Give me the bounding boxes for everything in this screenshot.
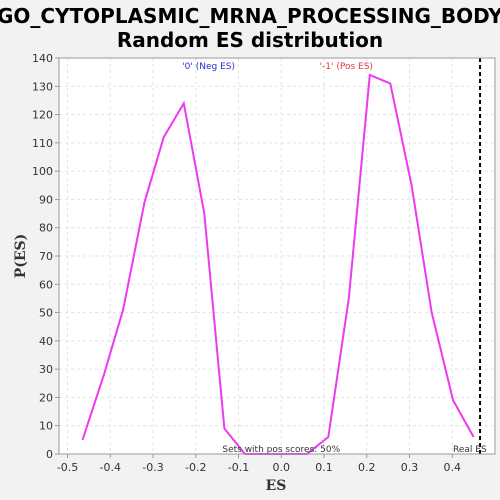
y-axis-label: P(ES) xyxy=(13,234,29,279)
y-tick-label: 40 xyxy=(39,335,53,348)
y-tick-label: 70 xyxy=(39,250,53,263)
x-axis-label: ES xyxy=(266,478,287,494)
y-tick-label: 80 xyxy=(39,222,53,235)
y-axis: 0 10 20 30 40 50 60 70 80 90 100 110 120 130 140 xyxy=(32,52,59,461)
y-tick-label: 100 xyxy=(32,165,53,178)
y-tick-label: 130 xyxy=(32,80,53,93)
y-tick-label: 90 xyxy=(39,193,53,206)
y-tick-label: 50 xyxy=(39,307,53,320)
y-tick-label: 20 xyxy=(39,391,53,404)
x-tick-label: 0.4 xyxy=(444,461,462,474)
y-tick-label: 140 xyxy=(32,52,53,65)
chart-title-line2: Random ES distribution xyxy=(117,28,383,52)
x-tick-label: 0.1 xyxy=(315,461,333,474)
x-tick-label: -0.2 xyxy=(185,461,206,474)
pos-scores-label: Sets with pos scores: 50% xyxy=(222,445,340,455)
y-tick-label: 110 xyxy=(32,137,53,150)
chart-title-line1: GO_CYTOPLASMIC_MRNA_PROCESSING_BODY: xyxy=(0,4,500,28)
grid-lines xyxy=(59,57,495,455)
y-tick-label: 60 xyxy=(39,278,53,291)
x-tick-label: -0.3 xyxy=(142,461,163,474)
x-tick-label: -0.5 xyxy=(57,461,78,474)
y-tick-label: 120 xyxy=(32,109,53,122)
neg-es-label: '0' (Neg ES) xyxy=(182,62,235,72)
x-axis: -0.5 -0.4 -0.3 -0.2 -0.1 0.0 0.1 0.2 0.3 0.4 xyxy=(57,454,461,474)
x-tick-label: -0.4 xyxy=(100,461,121,474)
real-es-label: Real ES xyxy=(453,445,487,455)
x-tick-label: 0.0 xyxy=(273,461,291,474)
pos-es-label: '-1' (Pos ES) xyxy=(320,62,373,72)
y-tick-label: 0 xyxy=(46,448,53,461)
y-tick-label: 30 xyxy=(39,363,53,376)
plot-border xyxy=(58,57,496,455)
x-tick-label: 0.3 xyxy=(401,461,419,474)
y-tick-label: 10 xyxy=(39,420,53,433)
x-tick-label: 0.2 xyxy=(358,461,376,474)
x-tick-label: -0.1 xyxy=(228,461,249,474)
